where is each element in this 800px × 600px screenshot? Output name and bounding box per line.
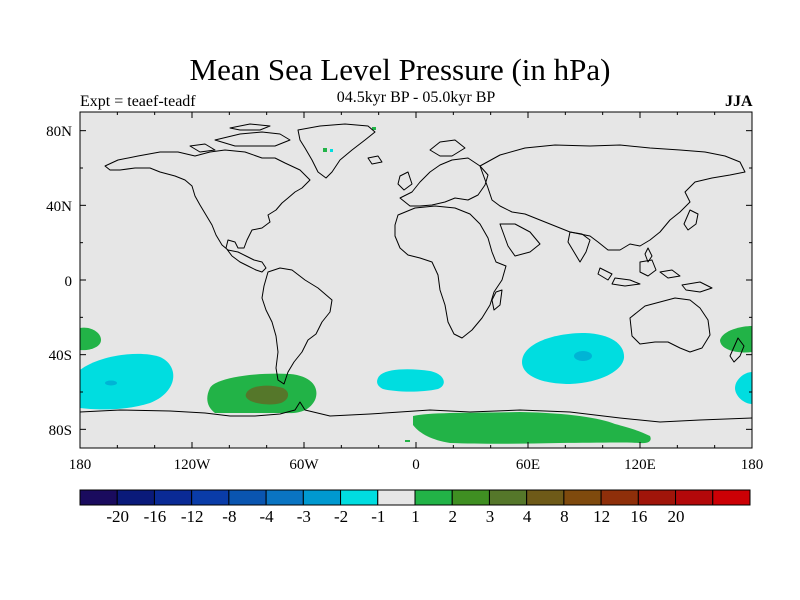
- x-tick-180e: 180: [741, 457, 764, 473]
- colorbar-label: 2: [448, 507, 457, 526]
- coast-british-isles: [397, 171, 413, 191]
- tick-marks: [79, 112, 753, 448]
- anomaly-antarctic: [413, 412, 651, 444]
- chart-title: Mean Sea Level Pressure (in hPa): [189, 52, 611, 87]
- anomaly-greenland-cyan: [330, 149, 333, 152]
- colorbar-label: -20: [106, 507, 129, 526]
- colorbar-swatch: [191, 489, 230, 506]
- y-tick-80s: 80S: [49, 423, 72, 439]
- colorbar-swatch: [675, 489, 714, 506]
- colorbar-swatch: [637, 489, 677, 506]
- x-tick-120e: 120E: [624, 457, 656, 473]
- colorbar-swatch: [414, 489, 453, 506]
- colorbar-swatch: [153, 489, 193, 506]
- colorbar-swatch: [600, 489, 639, 506]
- colorbar: [79, 489, 751, 506]
- x-tick-60w: 60W: [289, 457, 319, 473]
- coast-asia: [479, 144, 746, 251]
- colorbar-swatch: [377, 489, 416, 506]
- colorbar-label: -1: [371, 507, 385, 526]
- x-tick-120w: 120W: [174, 457, 212, 473]
- colorbar-label: -8: [222, 507, 236, 526]
- coast-japan: [644, 209, 699, 263]
- colorbar-label: -12: [181, 507, 204, 526]
- anomaly-south-pacific-west: [80, 353, 174, 410]
- colorbar-swatch: [526, 489, 565, 506]
- coast-antarctica: [80, 401, 752, 423]
- y-tick-80n: 80N: [46, 124, 72, 140]
- colorbar-swatch: [563, 489, 602, 506]
- anomaly-south-indian-core: [574, 351, 592, 361]
- colorbar-label: 3: [486, 507, 495, 526]
- experiment-label: Expt = teaef-teadf: [80, 93, 196, 110]
- coast-indonesia: [597, 259, 713, 293]
- anomaly-dateline-east: [735, 372, 752, 404]
- coastlines: [80, 123, 752, 423]
- coast-africa: [394, 205, 507, 339]
- anomaly-south-pacific-east-core: [245, 385, 289, 405]
- colorbar-swatch: [302, 489, 342, 506]
- coast-madagascar: [491, 289, 503, 311]
- coast-india: [567, 231, 591, 263]
- colorbar-swatch: [488, 489, 528, 506]
- y-tick-0: 0: [65, 274, 73, 290]
- coast-europe: [399, 139, 489, 207]
- colorbar-labels: -20 -16 -12 -8 -4 -3 -2 -1 1 2 3 4 8 12 16 20: [106, 507, 684, 526]
- coast-south-america: [261, 267, 333, 385]
- colorbar-label: -4: [260, 507, 275, 526]
- colorbar-label: 16: [630, 507, 647, 526]
- y-tick-40s: 40S: [49, 348, 72, 364]
- x-tick-180w: 180: [69, 457, 92, 473]
- colorbar-label: 20: [668, 507, 685, 526]
- coast-arctic-islands: [189, 123, 291, 153]
- x-tick-60e: 60E: [516, 457, 540, 473]
- colorbar-label: 8: [560, 507, 569, 526]
- coast-iceland: [367, 155, 383, 165]
- anomaly-antarctic-speck: [405, 440, 410, 442]
- season-label: JJA: [725, 93, 753, 110]
- anomaly-west-pacific-positive: [80, 327, 101, 351]
- coast-north-america: [104, 149, 311, 273]
- coast-new-zealand: [729, 337, 745, 363]
- colorbar-label: -3: [297, 507, 311, 526]
- colorbar-label: 1: [411, 507, 420, 526]
- anomaly-south-pacific-west-core: [105, 380, 117, 386]
- colorbar-label: -2: [334, 507, 348, 526]
- colorbar-swatch: [712, 489, 751, 506]
- colorbar-label: -16: [144, 507, 167, 526]
- colorbar-label: 4: [523, 507, 532, 526]
- colorbar-swatch: [116, 489, 155, 506]
- y-tick-40n: 40N: [46, 199, 72, 215]
- coast-arabia: [499, 223, 541, 257]
- anomaly-greenland-speck: [323, 148, 327, 152]
- anomaly-south-atlantic: [377, 369, 444, 392]
- colorbar-swatch: [265, 489, 304, 506]
- map-background: [80, 112, 752, 448]
- colorbar-swatch: [228, 489, 267, 506]
- anomaly-arctic-speck: [372, 127, 376, 130]
- colorbar-swatch: [79, 489, 118, 506]
- colorbar-label: 12: [593, 507, 610, 526]
- anomaly-south-indian: [522, 333, 625, 384]
- coast-greenland: [297, 123, 376, 179]
- colorbar-swatch: [340, 489, 379, 506]
- chart-subtitle: 04.5kyr BP - 05.0kyr BP: [336, 89, 496, 106]
- anomaly-fields: [80, 127, 752, 444]
- x-tick-0: 0: [412, 457, 420, 473]
- coast-australia: [629, 297, 711, 353]
- colorbar-swatch: [451, 489, 490, 506]
